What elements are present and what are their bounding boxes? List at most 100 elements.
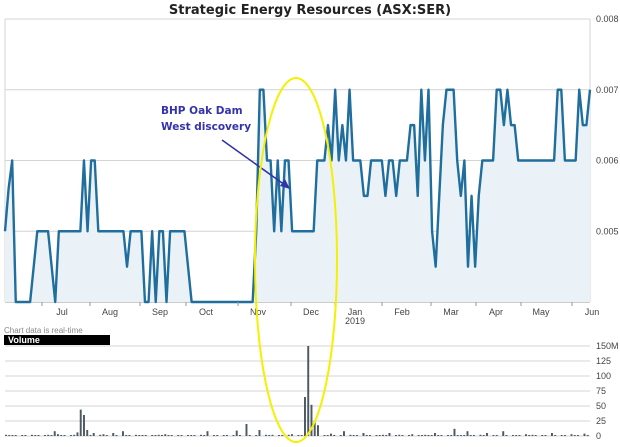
volume-bars — [5, 346, 589, 436]
volume-bar — [170, 435, 173, 436]
volume-bar — [206, 431, 209, 436]
volume-bar — [398, 434, 401, 436]
volume-bar — [349, 434, 352, 436]
volume-bar — [531, 434, 534, 436]
volume-bar — [369, 435, 371, 436]
volume-bar — [326, 435, 329, 436]
volume-y-tick: 0 — [596, 431, 601, 441]
volume-bar — [193, 435, 196, 436]
volume-bar — [473, 435, 475, 436]
volume-bar — [63, 435, 66, 436]
volume-bar — [115, 435, 118, 436]
volume-bar — [401, 435, 404, 436]
volume-bar — [53, 431, 56, 436]
volume-bar — [235, 430, 238, 436]
volume-bar — [122, 431, 124, 436]
volume-y-tick: 75 — [596, 386, 606, 396]
volume-bar — [287, 434, 290, 436]
volume-bar — [44, 435, 46, 436]
annotation-arrow — [221, 139, 286, 186]
volume-bar — [151, 435, 154, 436]
volume-bar — [200, 434, 202, 436]
volume-bar — [479, 434, 482, 436]
volume-bar — [408, 435, 410, 436]
volume-bar — [50, 435, 53, 436]
volume-bar — [86, 430, 89, 436]
volume-bar — [144, 435, 147, 436]
volume-bar — [128, 435, 131, 436]
volume-bar — [352, 435, 355, 436]
volume-bar — [125, 435, 128, 436]
volume-bar — [365, 435, 368, 436]
price-y-axis: 0.008 0.007 0.006 0.005 — [596, 14, 619, 236]
volume-bar — [79, 409, 82, 436]
volume-bar — [453, 428, 456, 436]
volume-bar — [586, 435, 589, 436]
annotation-arrowhead — [280, 179, 290, 189]
volume-bar — [440, 435, 443, 436]
volume-bar — [375, 435, 378, 436]
volume-bar — [73, 434, 76, 436]
volume-bar — [333, 435, 336, 436]
volume-bar — [177, 435, 180, 436]
volume-bar — [534, 435, 537, 436]
volume-bar — [437, 435, 440, 436]
annotation-line-1: BHP Oak Dam — [161, 105, 243, 117]
volume-y-axis: 150M 125 100 75 50 25 0 — [596, 341, 619, 441]
volume-bar — [102, 434, 105, 436]
volume-bar — [456, 435, 459, 436]
volume-bar — [216, 435, 219, 436]
annotation: BHP Oak Dam West discovery — [161, 105, 290, 189]
price-area — [5, 89, 590, 302]
volume-bar — [554, 435, 557, 436]
price-y-tick: 0.006 — [596, 156, 619, 166]
volume-bar — [14, 435, 17, 436]
volume-bar — [512, 435, 514, 436]
volume-bar — [583, 433, 586, 436]
volume-bar — [297, 435, 300, 436]
volume-grid — [5, 345, 590, 437]
volume-bar — [245, 424, 248, 436]
volume-bar — [395, 435, 397, 436]
volume-bar — [339, 435, 342, 436]
volume-bar — [450, 435, 453, 436]
volume-bar — [92, 433, 95, 436]
volume-bar — [60, 435, 63, 436]
volume-bar — [482, 435, 485, 436]
volume-bar — [525, 434, 527, 436]
volume-bar — [486, 433, 488, 436]
volume-bar — [258, 430, 261, 436]
volume-bar — [265, 434, 267, 436]
volume-y-tick: 25 — [596, 416, 606, 426]
volume-bar — [281, 435, 284, 436]
volume-bar — [37, 435, 40, 436]
x-month-label: Nov — [250, 307, 267, 317]
highlight-ellipse — [254, 77, 338, 443]
volume-bar — [427, 435, 430, 436]
volume-bar — [232, 435, 235, 436]
x-month-label: Apr — [489, 307, 503, 317]
volume-bar — [278, 435, 280, 436]
volume-bar — [21, 435, 24, 436]
price-series — [3, 88, 592, 304]
x-month-label: Feb — [394, 307, 410, 317]
price-y-tick: 0.008 — [596, 14, 619, 24]
volume-bar — [518, 435, 521, 436]
volume-bar — [544, 435, 547, 436]
volume-bar — [469, 435, 472, 436]
x-month-label: Sep — [152, 307, 168, 317]
volume-bar — [31, 434, 33, 436]
volume-bar — [551, 433, 553, 436]
volume-bar — [203, 435, 206, 436]
volume-bar — [560, 435, 563, 436]
volume-bar — [378, 435, 381, 436]
volume-bar — [5, 434, 7, 436]
volume-bar — [239, 435, 241, 436]
volume-bar — [317, 425, 319, 436]
price-line — [3, 88, 592, 304]
volume-bar — [141, 435, 144, 436]
volume-bar — [411, 434, 414, 436]
volume-bar — [76, 432, 79, 436]
volume-header: Volume — [4, 335, 110, 345]
annotation-line-2: West discovery — [161, 121, 251, 133]
